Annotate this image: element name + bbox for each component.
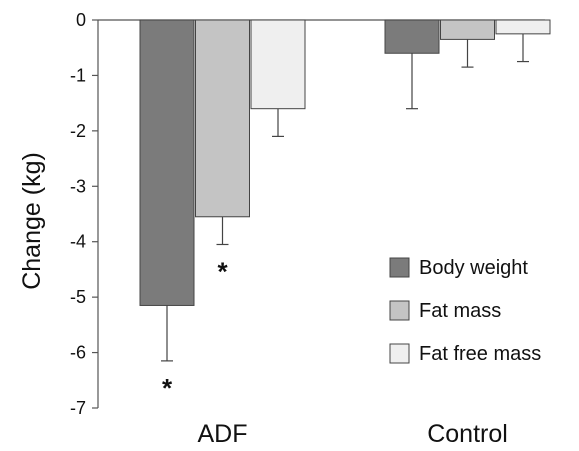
y-tick-label: -1 [70, 65, 86, 85]
bar-adf-fat-mass [195, 19, 250, 218]
y-axis-label: Change (kg) [18, 152, 46, 290]
legend-swatch [389, 300, 410, 321]
significance-star: * [162, 373, 173, 403]
x-category-label: ADF [198, 420, 248, 448]
bar-control-fat-free-mass [495, 19, 551, 35]
legend-label: Fat free mass [419, 343, 541, 365]
bar-adf-body-weight [139, 19, 195, 306]
y-tick-label: -5 [70, 287, 86, 307]
y-tick-label: -3 [70, 176, 86, 196]
y-tick-label: -7 [70, 398, 86, 418]
x-axis-categories: ADF Control [198, 420, 508, 448]
y-tick-label: -4 [70, 232, 86, 252]
bars-group [139, 19, 551, 306]
legend-label: Fat mass [419, 300, 501, 322]
legend: Body weight Fat mass Fat free mass [389, 257, 541, 365]
y-tick-label: -2 [70, 121, 86, 141]
error-bars-group [161, 33, 529, 362]
significance-markers: ** [162, 256, 229, 402]
y-tick-label: -6 [70, 343, 86, 363]
x-category-label: Control [427, 420, 508, 448]
legend-swatch [389, 257, 410, 278]
bar-adf-fat-free-mass [250, 19, 306, 110]
legend-swatch [389, 343, 410, 364]
legend-label: Body weight [419, 257, 528, 279]
significance-star: * [217, 256, 228, 286]
bar-control-fat-mass [440, 19, 495, 40]
y-tick-label: 0 [76, 10, 86, 30]
bar-control-body-weight [384, 19, 440, 54]
